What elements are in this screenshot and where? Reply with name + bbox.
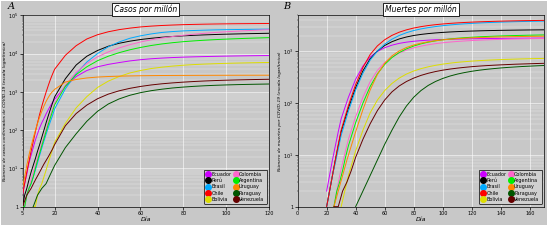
Title: Casos por millón: Casos por millón (114, 5, 177, 14)
Legend: Ecuador, Perú, Brasil, Chile, Bolivia, Colombia, Argentina, Uruguay, Paraguay, V: Ecuador, Perú, Brasil, Chile, Bolivia, C… (479, 169, 542, 204)
Y-axis label: Número de casos confirmados de COVID-19 (escala logarítmica): Número de casos confirmados de COVID-19 … (3, 41, 7, 181)
Text: B: B (283, 2, 290, 11)
X-axis label: Día: Día (141, 217, 151, 222)
Legend: Ecuador, Perú, Brasil, Chile, Bolivia, Colombia, Argentina, Uruguay, Paraguay, V: Ecuador, Perú, Brasil, Chile, Bolivia, C… (204, 169, 267, 204)
X-axis label: Día: Día (416, 217, 426, 222)
Y-axis label: Número de muertes por COVID-19 (escala logarítmica): Número de muertes por COVID-19 (escala l… (278, 51, 282, 171)
Text: A: A (8, 2, 15, 11)
Title: Muertes por millón: Muertes por millón (385, 5, 457, 14)
